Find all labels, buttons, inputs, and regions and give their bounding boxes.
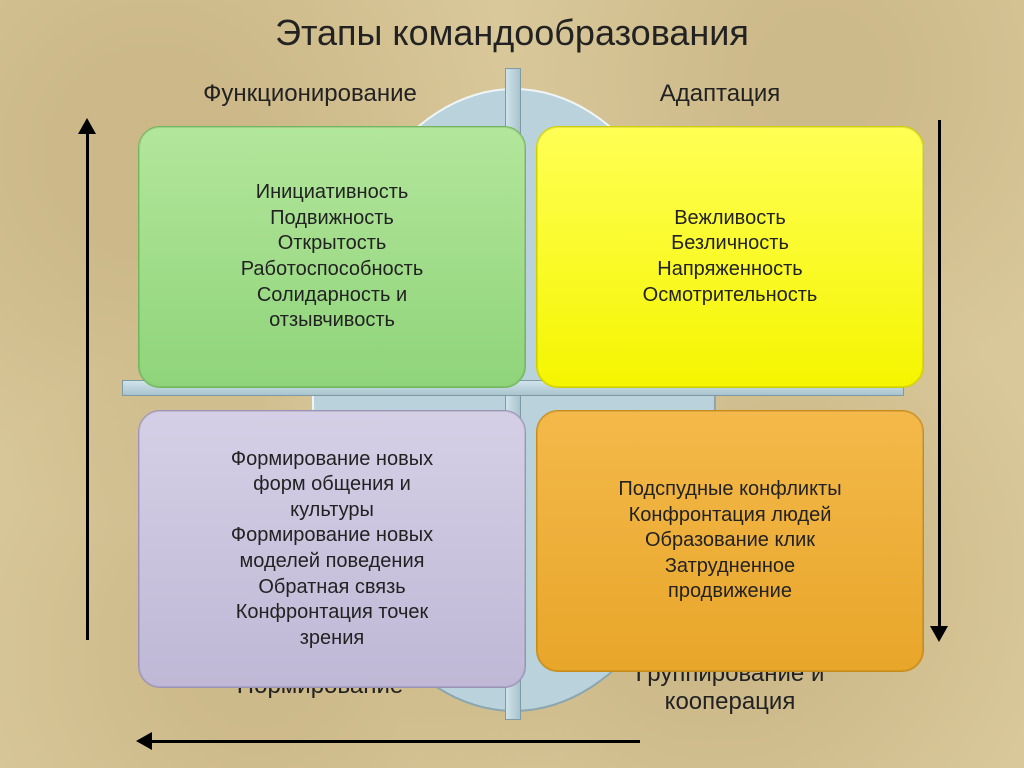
label-top-right: Адаптация bbox=[580, 80, 860, 108]
card-norming: Формирование новых форм общения и культу… bbox=[138, 410, 526, 688]
card-text: Инициативность Подвижность Открытость Ра… bbox=[241, 180, 424, 334]
card-text: Подспудные конфликты Конфронтация людей … bbox=[618, 477, 841, 605]
card-functioning: Инициативность Подвижность Открытость Ра… bbox=[138, 126, 526, 388]
card-text: Вежливость Безличность Напряженность Осм… bbox=[643, 206, 818, 308]
slide-title: Этапы командообразования bbox=[0, 12, 1024, 54]
card-grouping: Подспудные конфликты Конфронтация людей … bbox=[536, 410, 924, 672]
card-text: Формирование новых форм общения и культу… bbox=[231, 447, 433, 652]
card-adaptation: Вежливость Безличность Напряженность Осм… bbox=[536, 126, 924, 388]
label-top-left: Функционирование bbox=[150, 80, 470, 108]
